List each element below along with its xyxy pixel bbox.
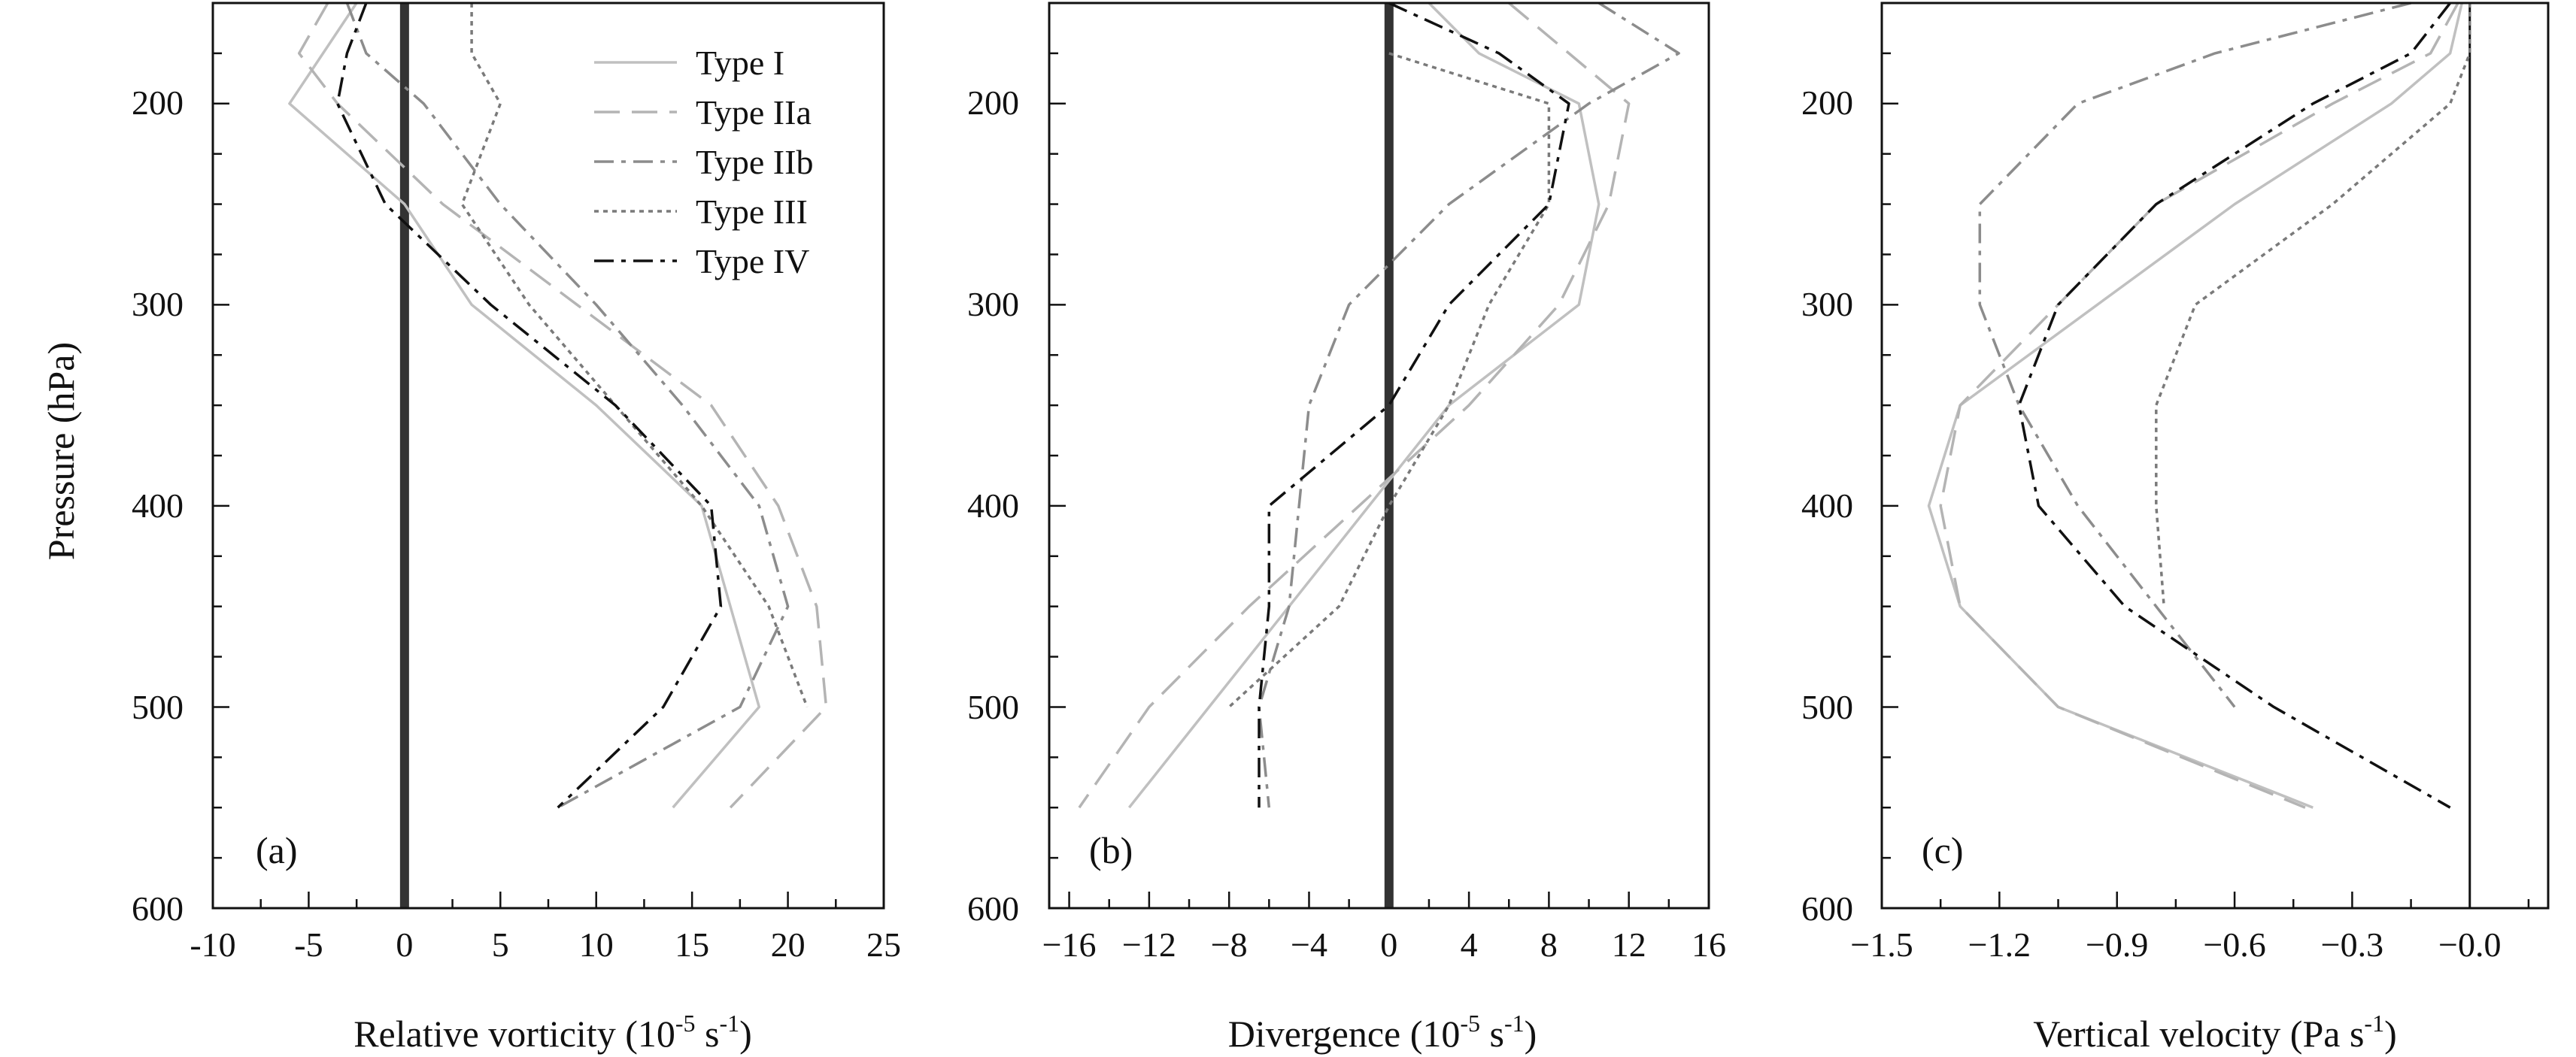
panel-c-y-tick-label: 200	[1801, 83, 1853, 122]
panel-c-x-tick-labels: −1.5 −1.2 −0.9 −0.6 −0.3 −0.0	[1850, 925, 2501, 964]
panel-b-y-tick-label: 500	[967, 688, 1019, 726]
panel-c-series	[1927, 2, 2471, 809]
panel-b-x-axis-label: Divergence (10-5 s-1)	[1228, 1010, 1537, 1055]
x-tick-label: 16	[1692, 925, 1726, 964]
panel-a-x-tick-labels: -10 -5 0 5 10 15 20 25	[190, 925, 901, 964]
panel-c-x-axis-label: Vertical velocity (Pa s-1)	[2033, 1010, 2396, 1055]
panel-b-y-tick-label: 300	[967, 285, 1019, 323]
panel-a-frame	[211, 2, 885, 910]
panel-a-x-axis-label: Relative vorticity (10-5 s-1)	[353, 1010, 752, 1055]
x-tick-label: −4	[1291, 925, 1327, 964]
series-line-type-iii	[2155, 3, 2471, 607]
x-tick-label: 15	[675, 925, 709, 964]
panel-a-xlabel-sup2: -1	[719, 1010, 739, 1037]
panel-b-y-tick-label: 200	[967, 83, 1019, 122]
x-tick-label: -5	[294, 925, 323, 964]
series-line-type-iia	[1078, 2, 1631, 809]
panel-c-y-tick-label: 400	[1801, 486, 1853, 525]
x-tick-label: 12	[1612, 925, 1646, 964]
panel-a-xlabel-main: Relative vorticity (10	[353, 1013, 675, 1055]
x-tick-label: 8	[1540, 925, 1558, 964]
panel-b-xlabel-sup2: -1	[1504, 1010, 1525, 1037]
panel-a-grid-and-ticks	[211, 3, 885, 910]
panel-c-y-tick-labels: 200 300 400 500 600	[1801, 83, 1853, 928]
series-line-type-iii	[460, 3, 809, 708]
series-line-type-iib	[345, 2, 790, 809]
panel-b-series	[1078, 2, 1680, 809]
series-line-type-i	[288, 2, 761, 809]
panel-c-y-tick-label: 500	[1801, 688, 1853, 726]
x-tick-label: −0.6	[2203, 925, 2265, 964]
x-tick-label: -10	[190, 925, 235, 964]
panel-b-y-tick-label: 600	[967, 889, 1019, 928]
panel-b: 200 300 400 500 600 −16 −12 −8 −4 0 4 8 12 16 (b…	[967, 2, 1726, 1055]
panel-b-xlabel-sup: -5	[1460, 1010, 1480, 1037]
panel-a-y-tick-label: 400	[132, 486, 184, 525]
panel-c-letter: (c)	[1922, 829, 1964, 871]
series-line-type-iv	[335, 2, 723, 809]
panel-a-letter: (a)	[256, 829, 298, 871]
legend-label: Type III	[696, 192, 808, 231]
panel-b-x-tick-labels: −16 −12 −8 −4 0 4 8 12 16	[1042, 925, 1726, 964]
x-tick-label: −0.9	[2086, 925, 2148, 964]
x-tick-label: −12	[1122, 925, 1176, 964]
panel-a-xlabel-mid: s	[696, 1013, 720, 1055]
x-tick-label: 4	[1461, 925, 1478, 964]
legend-label: Type IV	[696, 242, 809, 280]
series-line-type-iib	[1258, 2, 1680, 808]
x-tick-label: 5	[492, 925, 509, 964]
series-line-type-iv	[2017, 2, 2452, 809]
panel-a-xlabel-sup: -5	[675, 1010, 696, 1037]
x-tick-label: 0	[396, 925, 413, 964]
y-axis-label: Pressure (hPa)	[40, 342, 82, 560]
panel-b-xlabel-mid: s	[1480, 1013, 1504, 1055]
x-tick-label: −0.3	[2321, 925, 2383, 964]
panel-b-y-tick-labels: 200 300 400 500 600	[967, 83, 1019, 928]
legend: Type I Type IIa Type IIb Type III Type IV	[594, 44, 813, 280]
panel-a-series	[288, 2, 828, 809]
panel-b-xlabel-end: )	[1525, 1013, 1537, 1055]
panel-b-xlabel-main: Divergence (10	[1228, 1013, 1461, 1055]
panel-c-xlabel-sup: -1	[2364, 1010, 2384, 1037]
panel-a: 200 300 400 500 600 -10 -5 0 5 10 15 20 25 (a) …	[132, 2, 901, 1055]
panel-a-y-tick-label: 500	[132, 688, 184, 726]
panel-a-y-tick-label: 600	[132, 889, 184, 928]
x-tick-label: −16	[1042, 925, 1097, 964]
panel-c-y-tick-label: 600	[1801, 889, 1853, 928]
panel-c: 200 300 400 500 600 −1.5 −1.2 −0.9 −0.6 −0.3…	[1801, 2, 2550, 1055]
panel-c-xlabel-main: Vertical velocity (Pa s	[2033, 1013, 2364, 1055]
panel-b-frame	[1048, 2, 1710, 910]
x-tick-label: 20	[771, 925, 806, 964]
panel-b-y-tick-label: 400	[967, 486, 1019, 525]
series-line-type-iia	[297, 2, 828, 809]
panel-c-y-tick-label: 300	[1801, 285, 1853, 323]
x-tick-label: 10	[579, 925, 614, 964]
x-tick-label: −0.0	[2438, 925, 2501, 964]
panel-b-letter: (b)	[1089, 829, 1133, 871]
series-line-type-iib	[1978, 2, 2412, 708]
series-line-type-iii	[1228, 52, 1551, 708]
x-tick-label: 25	[866, 925, 901, 964]
series-line-type-iv	[1258, 2, 1570, 808]
panel-a-y-tick-labels: 200 300 400 500 600	[132, 83, 184, 928]
panel-c-frame	[1880, 2, 2550, 910]
panel-a-y-tick-label: 300	[132, 285, 184, 323]
legend-label: Type IIa	[696, 93, 812, 132]
panel-c-xlabel-end: )	[2384, 1013, 2397, 1055]
x-tick-label: −1.2	[1968, 925, 2031, 964]
panel-a-y-tick-label: 200	[132, 83, 184, 122]
series-line-type-iia	[1939, 2, 2459, 809]
panel-b-grid-and-ticks	[1049, 3, 1710, 910]
legend-label: Type IIb	[696, 143, 813, 181]
panel-a-xlabel-end: )	[739, 1013, 752, 1055]
legend-label: Type I	[696, 44, 784, 82]
x-tick-label: −8	[1211, 925, 1248, 964]
x-tick-label: −1.5	[1850, 925, 1913, 964]
x-tick-label: 0	[1380, 925, 1397, 964]
